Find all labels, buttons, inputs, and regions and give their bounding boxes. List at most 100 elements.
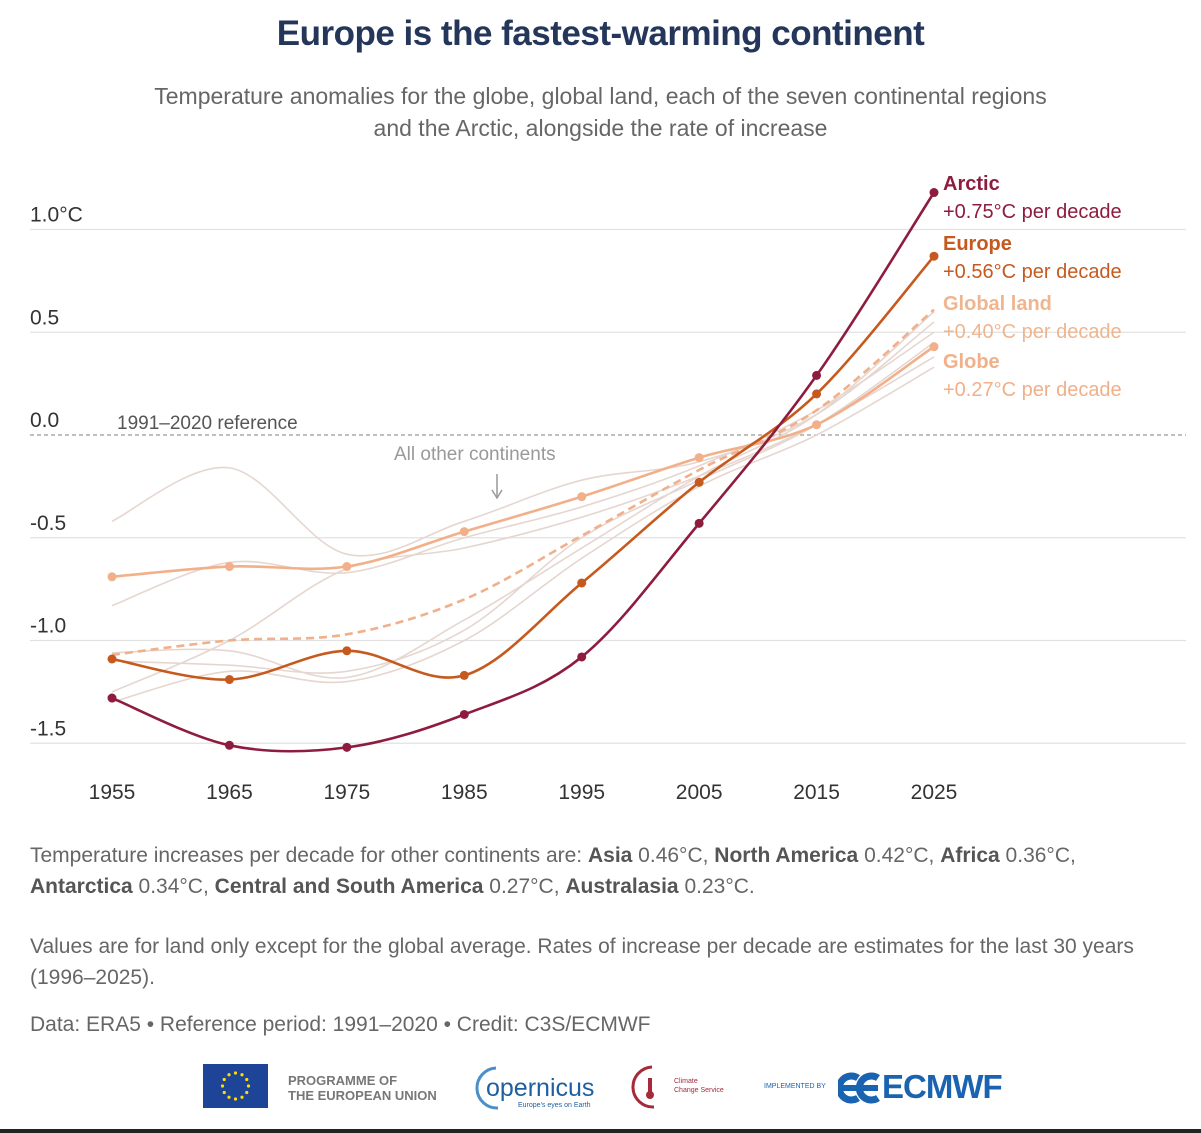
continent-value: 0.46°C, [632,844,715,867]
globe-point [694,453,704,463]
y-tick-label: -0.5 [30,512,66,535]
continent-name: Australasia [565,875,679,898]
other-continent-line [111,356,935,693]
ecmwf-logo: ECMWF [838,1068,1018,1108]
reference-label: 1991–2020 reference [117,413,298,434]
y-tick-label: 1.0°C [30,204,83,227]
x-tick-label: 2025 [911,781,958,804]
other-continents-annotation: All other continents [394,444,556,465]
arctic-point [929,188,939,198]
global-land-rate-label: +0.40°C per decade [943,321,1122,343]
eu-star-icon [240,1095,244,1099]
eu-star-icon [220,1084,225,1088]
eu-star-icon [233,1071,238,1075]
climate-change-service-logo: Climate Change Service [628,1064,738,1110]
other-continent-line [111,366,935,703]
continent-value: 0.27°C, [483,875,566,898]
continent-value: 0.23°C. [678,875,755,898]
eu-star-icon [222,1077,226,1082]
methodology-note: Values are for land only except for the … [30,935,1134,989]
y-tick-label: 0.0 [30,409,59,432]
chart-subtitle: Temperature anomalies for the globe, glo… [100,80,1101,144]
copernicus-tagline: Europe's eyes on Earth [518,1102,591,1109]
y-tick-label: -1.5 [30,717,66,740]
continent-name: North America [714,844,859,867]
eu-star-icon [246,1084,251,1088]
europe-point [929,251,939,261]
other-continent-line [111,341,935,674]
subtitle-line-1: Temperature anomalies for the globe, glo… [154,83,1047,109]
europe-point [107,654,117,664]
arctic-line [111,191,936,753]
europe-point [459,670,469,680]
global-land-line [111,308,935,657]
continent-name: Central and South America [214,875,484,898]
arrow-icon [491,474,503,500]
x-tick-label: 1965 [206,781,253,804]
arctic-series-label: Arctic [943,173,1000,195]
other-continent-line [111,311,935,679]
continent-rates-note: Temperature increases per decade for oth… [30,840,1170,902]
bottom-border [0,1129,1201,1133]
eu-line-1: PROGRAMME OF [288,1073,398,1088]
eu-line-2: THE EUROPEAN UNION [288,1088,437,1103]
eu-flag-logo [203,1064,268,1108]
ccs-line-2: Change Service [674,1087,724,1094]
subtitle-line-2: and the Arctic, alongside the rate of in… [373,115,828,141]
europe-rate-label: +0.56°C per decade [943,261,1122,283]
globe-point [929,342,939,352]
x-tick-label: 2015 [793,781,840,804]
data-credit: Data: ERA5 • Reference period: 1991–2020… [30,1013,651,1036]
arctic-point [577,652,587,662]
chart-title: Europe is the fastest-warming continent [276,14,925,53]
arctic-point [694,518,704,528]
europe-point [812,389,822,399]
continent-name: Africa [940,844,1000,867]
continent-value: 0.36°C, [999,844,1076,867]
copernicus-wordmark: opernicus [486,1074,595,1102]
eu-programme-text: PROGRAMME OF THE EUROPEAN UNION [288,1073,437,1103]
arctic-point [224,740,234,750]
arctic-rate-label: +0.75°C per decade [943,201,1122,223]
globe-point [224,562,234,572]
eu-star-icon [240,1073,244,1077]
europe-point [577,578,587,588]
global-land-series-label: Global land [943,293,1052,315]
y-tick-label: 0.5 [30,306,59,329]
implemented-by-text: IMPLEMENTED BY [764,1083,826,1090]
europe-series-label: Europe [943,233,1012,255]
x-tick-label: 1975 [323,781,370,804]
copernicus-logo: opernicus Europe's eyes on Earth [468,1064,598,1112]
europe-line [111,255,935,681]
y-tick-label: -1.0 [30,615,66,638]
continent-name: Antarctica [30,875,133,898]
arctic-point [107,693,117,703]
x-tick-label: 1985 [441,781,488,804]
continent-value: 0.42°C, [858,844,941,867]
globe-point [812,420,822,430]
europe-point [342,646,352,656]
other-continent-line [111,321,935,557]
globe-line [111,345,935,579]
continent-name: Asia [587,844,633,867]
eu-star-icon [245,1077,249,1082]
globe-point [107,572,117,582]
globe-point [342,562,352,572]
arctic-point [342,742,352,752]
line-chart: 1.0°C 0.5 0.0 -0.5 -1.0 -1.5 1955 1965 1975 1985 1… [30,173,1186,804]
europe-point [224,675,234,685]
x-tick-label: 2005 [676,781,723,804]
arctic-point [459,709,469,719]
eu-star-icon [227,1095,231,1099]
eu-star-icon [245,1090,249,1095]
globe-point [577,492,587,502]
globe-rate-label: +0.27°C per decade [943,379,1122,401]
ccs-line-1: Climate [674,1078,698,1085]
arctic-point [812,370,822,380]
continent-value: 0.34°C, [132,875,215,898]
x-tick-label: 1995 [558,781,605,804]
globe-point [459,527,469,537]
x-tick-label: 1955 [89,781,136,804]
ecmwf-wordmark: ECMWF [882,1068,1003,1105]
eu-star-icon [233,1097,238,1101]
